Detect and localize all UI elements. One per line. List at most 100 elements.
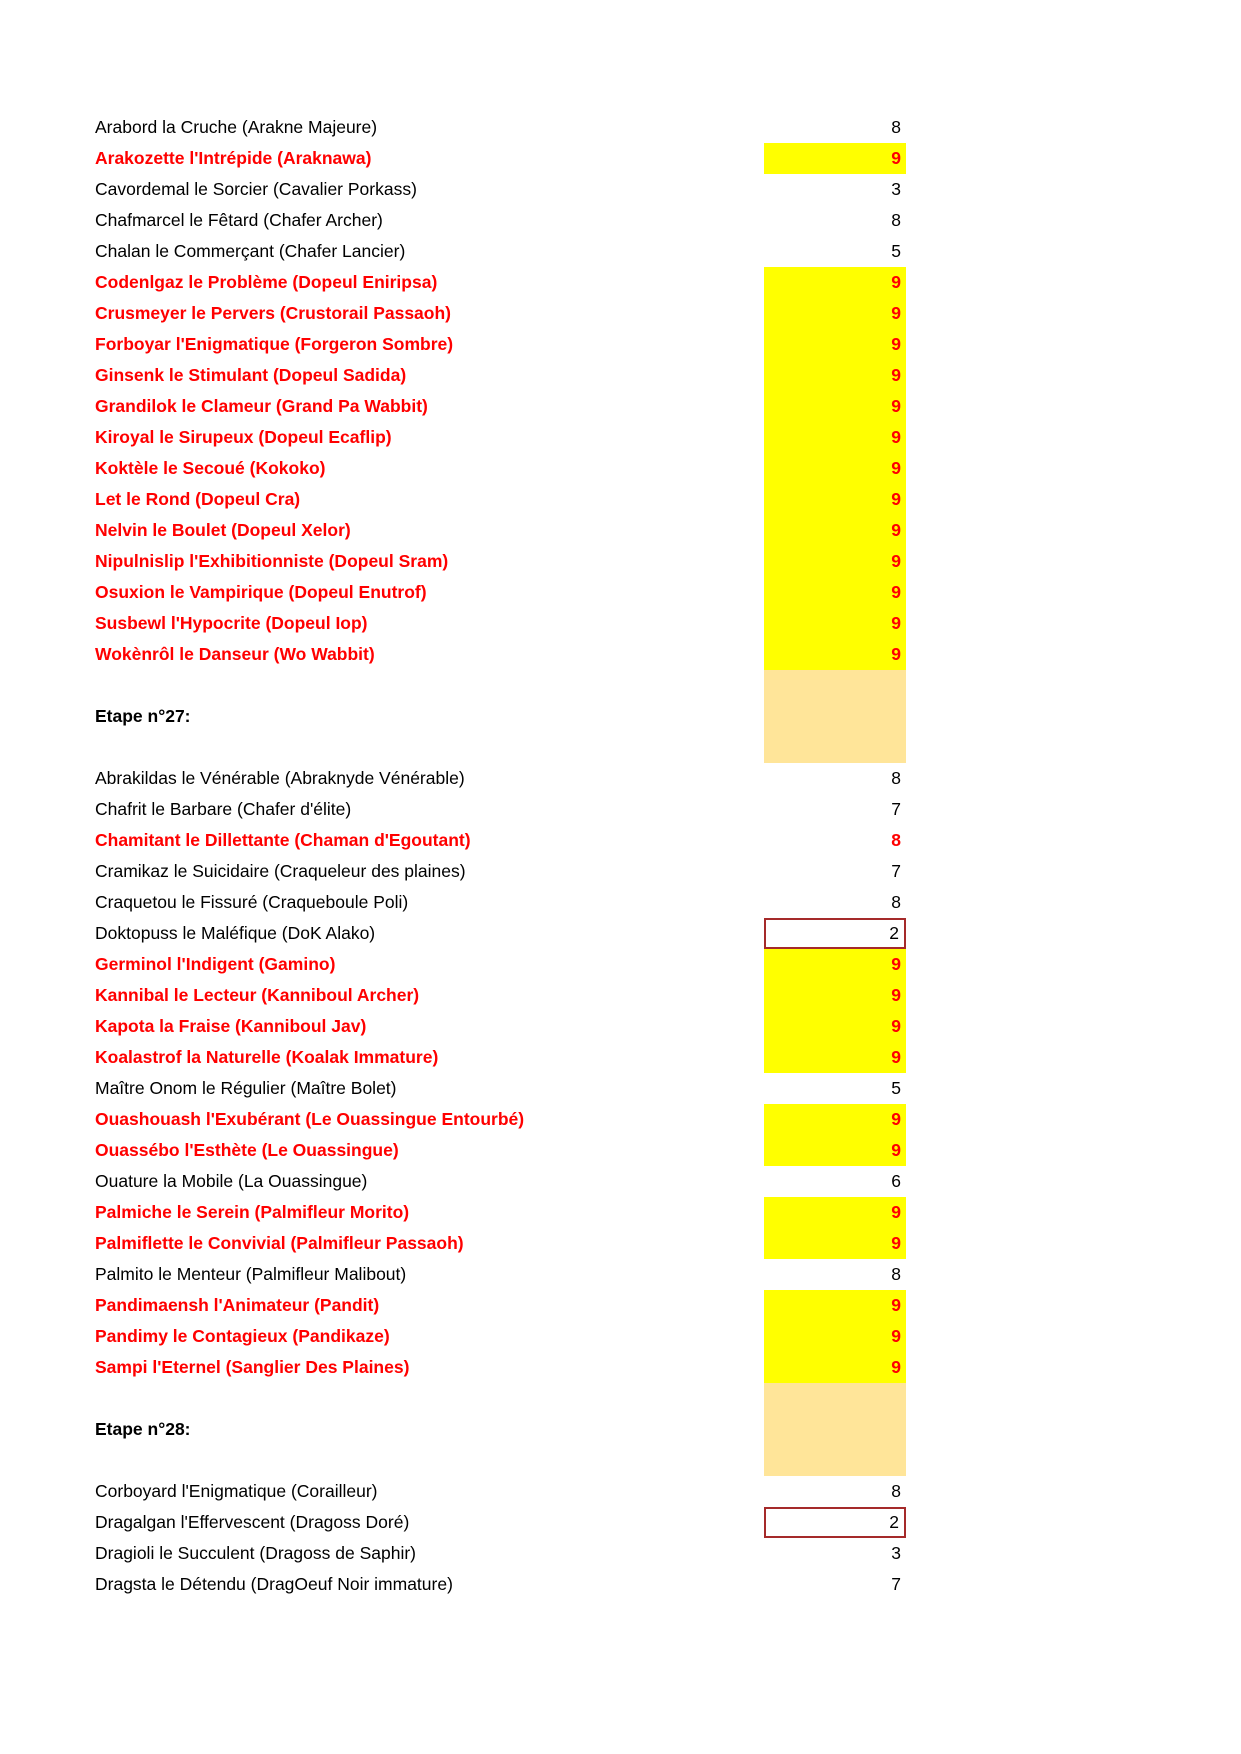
table-row: Let le Rond (Dopeul Cra) 9 xyxy=(0,484,1241,515)
monster-name: Doktopuss le Maléfique (DoK Alako) xyxy=(95,923,376,943)
table-row xyxy=(0,1383,1241,1414)
table-row: Crusmeyer le Pervers (Crustorail Passaoh… xyxy=(0,298,1241,329)
table-row: Dragioli le Succulent (Dragoss de Saphir… xyxy=(0,1538,1241,1569)
count-cell: 5 xyxy=(891,241,901,261)
monster-name: Dragsta le Détendu (DragOeuf Noir immatu… xyxy=(95,1574,453,1594)
table-row: Palmito le Menteur (Palmifleur Malibout)… xyxy=(0,1259,1241,1290)
table-row: Dragsta le Détendu (DragOeuf Noir immatu… xyxy=(0,1569,1241,1600)
monster-name: Pandimaensh l'Animateur (Pandit) xyxy=(95,1295,380,1315)
table-row: Koalastrof la Naturelle (Koalak Immature… xyxy=(0,1042,1241,1073)
count-cell: 9 xyxy=(764,143,906,174)
monster-name: Osuxion le Vampirique (Dopeul Enutrof) xyxy=(95,582,427,602)
monster-name: Abrakildas le Vénérable (Abraknyde Vénér… xyxy=(95,768,465,788)
count-cell: 7 xyxy=(891,1574,901,1594)
table-row: Palmiche le Serein (Palmifleur Morito) 9 xyxy=(0,1197,1241,1228)
monster-name: Ouature la Mobile (La Ouassingue) xyxy=(95,1171,368,1191)
monster-name: Etape n°27: xyxy=(95,706,191,726)
table-row: Cramikaz le Suicidaire (Craqueleur des p… xyxy=(0,856,1241,887)
count-cell: 8 xyxy=(891,830,901,850)
count-cell: 9 xyxy=(764,1352,906,1383)
count-cell: 9 xyxy=(764,1042,906,1073)
monster-name: Susbewl l'Hypocrite (Dopeul Iop) xyxy=(95,613,368,633)
count-cell xyxy=(764,1414,906,1445)
count-cell: 8 xyxy=(891,1264,901,1284)
table-row: Osuxion le Vampirique (Dopeul Enutrof) 9 xyxy=(0,577,1241,608)
table-row: Etape n°28: xyxy=(0,1414,1241,1445)
count-cell: 8 xyxy=(891,892,901,912)
table-row: Kannibal le Lecteur (Kanniboul Archer) 9 xyxy=(0,980,1241,1011)
monster-name: Kannibal le Lecteur (Kanniboul Archer) xyxy=(95,985,420,1005)
monster-name: Grandilok le Clameur (Grand Pa Wabbit) xyxy=(95,396,428,416)
table-row xyxy=(0,670,1241,701)
table-row: Ouassébo l'Esthète (Le Ouassingue) 9 xyxy=(0,1135,1241,1166)
count-cell: 9 xyxy=(764,1011,906,1042)
count-cell: 8 xyxy=(891,210,901,230)
table-row: Doktopuss le Maléfique (DoK Alako) 2 xyxy=(0,918,1241,949)
count-cell: 2 xyxy=(764,918,906,949)
count-cell: 9 xyxy=(764,1321,906,1352)
monster-name: Ouassébo l'Esthète (Le Ouassingue) xyxy=(95,1140,399,1160)
table-row: Abrakildas le Vénérable (Abraknyde Vénér… xyxy=(0,763,1241,794)
monster-name: Corboyard l'Enigmatique (Corailleur) xyxy=(95,1481,378,1501)
table-row: Palmiflette le Convivial (Palmifleur Pas… xyxy=(0,1228,1241,1259)
table-row: Dragalgan l'Effervescent (Dragoss Doré) … xyxy=(0,1507,1241,1538)
table-row: Ouature la Mobile (La Ouassingue) 6 xyxy=(0,1166,1241,1197)
monster-name: Dragioli le Succulent (Dragoss de Saphir… xyxy=(95,1543,416,1563)
table-row: Sampi l'Eternel (Sanglier Des Plaines) 9 xyxy=(0,1352,1241,1383)
monster-name: Wokènrôl le Danseur (Wo Wabbit) xyxy=(95,644,375,664)
monster-name: Ouashouash l'Exubérant (Le Ouassingue En… xyxy=(95,1109,525,1129)
count-cell xyxy=(764,701,906,732)
table-row: Pandimaensh l'Animateur (Pandit) 9 xyxy=(0,1290,1241,1321)
count-cell: 2 xyxy=(764,1507,906,1538)
count-cell: 9 xyxy=(764,1290,906,1321)
monster-name: Craquetou le Fissuré (Craqueboule Poli) xyxy=(95,892,409,912)
count-cell: 8 xyxy=(891,768,901,788)
monster-name: Chamitant le Dillettante (Chaman d'Egout… xyxy=(95,830,471,850)
count-cell: 9 xyxy=(764,267,906,298)
count-cell: 9 xyxy=(764,1104,906,1135)
monster-name: Crusmeyer le Pervers (Crustorail Passaoh… xyxy=(95,303,451,323)
count-cell xyxy=(764,1445,906,1476)
table-row: Arabord la Cruche (Arakne Majeure) 8 xyxy=(0,112,1241,143)
table-row: Arakozette l'Intrépide (Araknawa) 9 xyxy=(0,143,1241,174)
count-cell: 9 xyxy=(764,608,906,639)
monster-name: Palmito le Menteur (Palmifleur Malibout) xyxy=(95,1264,407,1284)
count-cell: 9 xyxy=(764,577,906,608)
table-row: Germinol l'Indigent (Gamino) 9 xyxy=(0,949,1241,980)
monster-name: Cramikaz le Suicidaire (Craqueleur des p… xyxy=(95,861,466,881)
count-cell: 9 xyxy=(764,639,906,670)
table-row: Koktèle le Secoué (Kokoko) 9 xyxy=(0,453,1241,484)
count-cell: 9 xyxy=(764,422,906,453)
monster-name: Pandimy le Contagieux (Pandikaze) xyxy=(95,1326,390,1346)
count-cell: 9 xyxy=(764,484,906,515)
count-cell: 9 xyxy=(764,1228,906,1259)
monster-name: Koalastrof la Naturelle (Koalak Immature… xyxy=(95,1047,439,1067)
monster-name: Arabord la Cruche (Arakne Majeure) xyxy=(95,117,378,137)
count-cell: 5 xyxy=(891,1078,901,1098)
monster-name: Sampi l'Eternel (Sanglier Des Plaines) xyxy=(95,1357,410,1377)
table-row: Codenlgaz le Problème (Dopeul Eniripsa) … xyxy=(0,267,1241,298)
table-row: Chamitant le Dillettante (Chaman d'Egout… xyxy=(0,825,1241,856)
table-row xyxy=(0,732,1241,763)
count-cell: 9 xyxy=(764,515,906,546)
table-row: Kiroyal le Sirupeux (Dopeul Ecaflip) 9 xyxy=(0,422,1241,453)
monster-name: Arakozette l'Intrépide (Araknawa) xyxy=(95,148,372,168)
table-row: Chafmarcel le Fêtard (Chafer Archer) 8 xyxy=(0,205,1241,236)
count-cell: 9 xyxy=(764,453,906,484)
monster-name: Chafrit le Barbare (Chafer d'élite) xyxy=(95,799,352,819)
table-row: Corboyard l'Enigmatique (Corailleur) 8 xyxy=(0,1476,1241,1507)
count-cell: 9 xyxy=(764,980,906,1011)
monster-name: Cavordemal le Sorcier (Cavalier Porkass) xyxy=(95,179,417,199)
monster-name: Dragalgan l'Effervescent (Dragoss Doré) xyxy=(95,1512,410,1532)
count-cell xyxy=(764,1383,906,1414)
count-cell: 9 xyxy=(764,1197,906,1228)
table-row: Cavordemal le Sorcier (Cavalier Porkass)… xyxy=(0,174,1241,205)
monster-name: Codenlgaz le Problème (Dopeul Eniripsa) xyxy=(95,272,438,292)
table-row: Nelvin le Boulet (Dopeul Xelor) 9 xyxy=(0,515,1241,546)
monster-name: Kapota la Fraise (Kanniboul Jav) xyxy=(95,1016,367,1036)
monster-name: Chafmarcel le Fêtard (Chafer Archer) xyxy=(95,210,383,230)
table-row: Chafrit le Barbare (Chafer d'élite) 7 xyxy=(0,794,1241,825)
count-cell: 9 xyxy=(764,546,906,577)
monster-name: Palmiflette le Convivial (Palmifleur Pas… xyxy=(95,1233,464,1253)
